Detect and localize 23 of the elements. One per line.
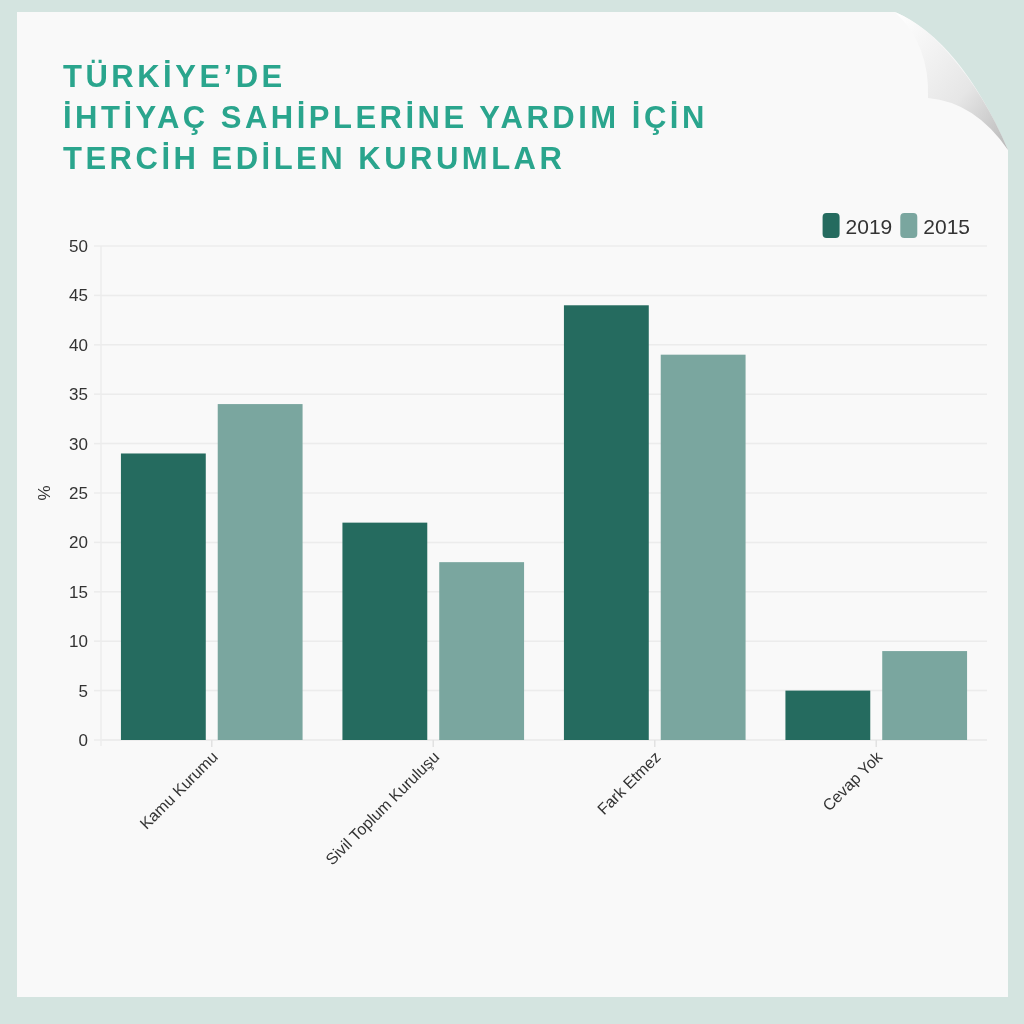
bar: [882, 651, 968, 740]
bar: [785, 690, 871, 740]
y-tick-label: 5: [78, 681, 88, 701]
y-tick-label: 25: [69, 483, 88, 503]
bar: [342, 522, 428, 740]
bar: [439, 562, 525, 740]
y-tick-label: 40: [69, 335, 88, 355]
y-tick-label: 50: [69, 236, 88, 256]
legend-label: 2019: [845, 215, 893, 238]
legend-label: 2015: [923, 215, 971, 238]
bar: [120, 453, 206, 740]
y-tick-label: 0: [78, 730, 88, 750]
y-tick-label: 15: [69, 582, 88, 602]
chart-title: TÜRKİYE’DE İHTİYAÇ SAHİPLERİNE YARDIM İÇİN TERCİH EDİLEN KURUMLAR: [63, 59, 708, 176]
y-tick-label: 10: [69, 632, 88, 652]
bar: [217, 404, 303, 740]
bar: [563, 305, 649, 740]
y-tick-label: 20: [69, 533, 88, 553]
bar: [660, 354, 746, 740]
y-tick-label: 30: [69, 434, 88, 454]
y-tick-label: 45: [69, 286, 88, 306]
y-axis-title: %: [35, 485, 54, 501]
y-tick-label: 35: [69, 385, 88, 405]
